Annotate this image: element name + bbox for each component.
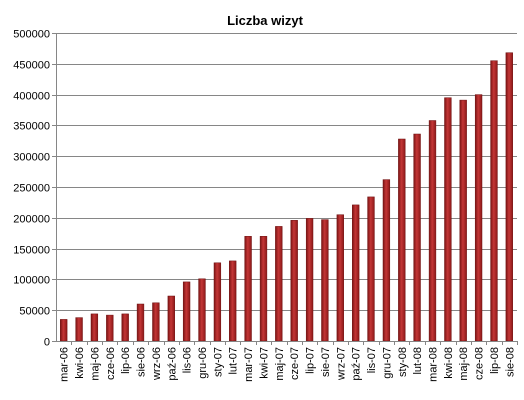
x-tick-label: lip-07 bbox=[305, 347, 317, 374]
x-tick-label: lis-06 bbox=[182, 347, 194, 373]
x-tick-label: sie-08 bbox=[504, 347, 516, 377]
y-tick-label: 500000 bbox=[13, 29, 50, 41]
x-tick-label: wrz-07 bbox=[335, 347, 347, 381]
bar bbox=[505, 52, 513, 342]
x-tick-label: sty-08 bbox=[397, 347, 409, 377]
x-tick-label: paź-07 bbox=[351, 347, 363, 381]
bar bbox=[229, 260, 237, 342]
y-tick-label: 300000 bbox=[13, 152, 50, 164]
bar bbox=[382, 179, 391, 342]
bar bbox=[106, 314, 114, 342]
bars bbox=[60, 52, 513, 342]
x-tick-label: maj-06 bbox=[89, 347, 101, 381]
bar bbox=[474, 94, 483, 342]
bar bbox=[152, 302, 160, 342]
bar bbox=[90, 313, 99, 342]
x-tick-label: lut-07 bbox=[228, 347, 240, 375]
bar bbox=[305, 218, 314, 342]
y-tick-label: 50000 bbox=[19, 306, 50, 318]
x-tick-label: mar-06 bbox=[59, 347, 71, 382]
x-tick-label: lip-06 bbox=[120, 347, 132, 374]
bar bbox=[336, 214, 344, 342]
bar bbox=[290, 220, 298, 342]
x-tick-label: cze-08 bbox=[474, 347, 486, 380]
x-tick-label: kwi-07 bbox=[259, 347, 271, 379]
y-tick-label: 200000 bbox=[13, 214, 50, 226]
bar bbox=[60, 319, 68, 342]
x-tick-label: sie-06 bbox=[136, 347, 148, 377]
bar bbox=[244, 236, 252, 342]
x-axis-ticks: mar-06 kwi-06 maj-06 cze-06 lip-06 sie-06 wrz-… bbox=[59, 341, 518, 382]
bar bbox=[75, 317, 83, 342]
x-tick-label: cze-07 bbox=[289, 347, 301, 380]
x-tick-label: kwi-06 bbox=[74, 347, 86, 379]
bar bbox=[121, 313, 129, 342]
x-tick-label: gru-06 bbox=[197, 347, 209, 379]
bar bbox=[275, 226, 283, 342]
y-tick-label: 350000 bbox=[13, 121, 50, 133]
bar bbox=[459, 99, 467, 342]
y-tick-label: 250000 bbox=[13, 183, 50, 195]
x-tick-label: gru-07 bbox=[381, 347, 393, 379]
x-tick-label: mar-08 bbox=[428, 347, 440, 382]
x-tick-label: lut-08 bbox=[412, 347, 424, 375]
bar bbox=[367, 196, 375, 342]
bar bbox=[182, 281, 191, 342]
bar bbox=[321, 219, 329, 342]
gridlines bbox=[52, 33, 517, 342]
y-tick-label: 150000 bbox=[13, 245, 50, 257]
bar bbox=[428, 120, 437, 342]
x-tick-label: maj-07 bbox=[274, 347, 286, 381]
bar bbox=[398, 138, 406, 342]
y-tick-label: 0 bbox=[44, 337, 50, 349]
y-tick-label: 450000 bbox=[13, 60, 50, 72]
x-tick-label: sie-07 bbox=[320, 347, 332, 377]
x-tick-label: maj-08 bbox=[458, 347, 470, 381]
x-tick-label: mar-07 bbox=[243, 347, 255, 382]
bar bbox=[136, 303, 145, 342]
x-tick-label: sty-07 bbox=[212, 347, 224, 377]
y-axis-ticks: 0 50000 100000 150000 200000 250000 300000 3500… bbox=[13, 29, 50, 349]
bar bbox=[167, 295, 175, 342]
y-tick-label: 400000 bbox=[13, 91, 50, 103]
bar bbox=[259, 236, 268, 342]
x-tick-label: paź-06 bbox=[166, 347, 178, 381]
bar bbox=[352, 204, 360, 342]
x-tick-label: cze-06 bbox=[105, 347, 117, 380]
chart-title: Liczba wizyt bbox=[227, 13, 304, 28]
x-tick-label: wrz-06 bbox=[151, 347, 163, 381]
y-tick-label: 100000 bbox=[13, 275, 50, 287]
bar bbox=[413, 133, 421, 342]
bar bbox=[213, 262, 222, 342]
x-tick-label: lis-07 bbox=[366, 347, 378, 373]
x-tick-label: lip-08 bbox=[489, 347, 501, 374]
bar bbox=[490, 60, 498, 342]
bar bbox=[444, 97, 452, 342]
bar bbox=[198, 278, 206, 342]
x-tick-label: kwi-08 bbox=[443, 347, 455, 379]
